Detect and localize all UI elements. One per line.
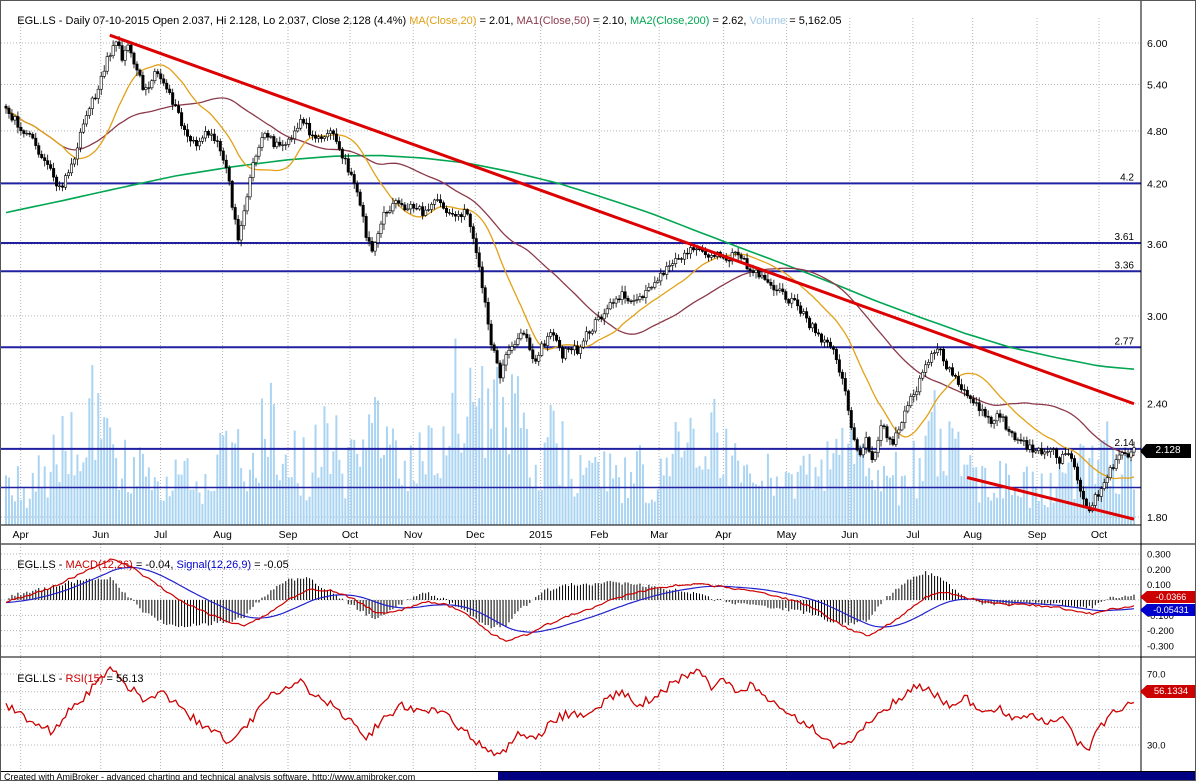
svg-text:Aug: Aug	[963, 529, 982, 541]
svg-text:May: May	[777, 529, 798, 541]
signal-value-badge: -0.05431	[1140, 604, 1195, 616]
svg-text:4.80: 4.80	[1147, 126, 1168, 138]
svg-text:3.61: 3.61	[1115, 232, 1135, 243]
signal-line	[5, 566, 1135, 633]
svg-text:Oct: Oct	[1091, 529, 1107, 541]
footer-credit-text: Created with AmiBroker - advanced charti…	[4, 772, 416, 781]
rsi-pane-header: EGL.LS - RSI(15) = 56.13	[5, 661, 144, 697]
ma200-legend-label: MA2(Close,200)	[629, 15, 710, 27]
rsi-value-badge: 56.1334	[1140, 685, 1195, 698]
svg-text:0.100: 0.100	[1147, 580, 1171, 591]
svg-text:Mar: Mar	[650, 529, 669, 541]
macd-legend-label: MACD(12,26)	[65, 559, 133, 571]
footer-bar	[498, 772, 1195, 780]
svg-text:1.80: 1.80	[1147, 512, 1168, 524]
svg-text:Dec: Dec	[466, 529, 485, 541]
price-pane-header: EGL.LS - Daily 07-10-2015 Open 2.037, Hi…	[5, 3, 842, 39]
last-price-badge: 2.128	[1140, 444, 1191, 458]
svg-text:70.0: 70.0	[1147, 670, 1166, 681]
date-axis[interactable]: Apr Jun Jul Aug Sep Oct Nov Dec 2015 Feb Mar Apr May…	[12, 529, 1107, 541]
svg-text:Jul: Jul	[906, 529, 919, 541]
ma50-legend-value: = 2.10,	[589, 15, 630, 27]
svg-text:5.40: 5.40	[1147, 79, 1168, 91]
svg-text:2.77: 2.77	[1115, 336, 1135, 347]
macd-line	[5, 558, 1135, 642]
price-header-ohlc: EGL.LS - Daily 07-10-2015 Open 2.037, Hi…	[17, 15, 410, 27]
svg-text:Apr: Apr	[12, 529, 29, 541]
svg-text:3.60: 3.60	[1147, 239, 1168, 251]
candles-layer	[4, 36, 1136, 513]
macd-pane[interactable]: 0.300 0.200 0.100 -0.100 -0.200 -0.300	[1, 544, 1174, 657]
volume-layer	[5, 338, 1135, 525]
ma200-legend-value: = 2.62,	[709, 15, 750, 27]
ma-layer	[5, 64, 1135, 480]
svg-text:-0.300: -0.300	[1147, 641, 1174, 652]
svg-text:4.20: 4.20	[1147, 178, 1168, 190]
svg-text:2.40: 2.40	[1147, 399, 1168, 411]
downtrend-line	[966, 476, 1135, 521]
trendlines[interactable]	[109, 33, 1135, 521]
macd-header-symbol: EGL.LS -	[17, 559, 66, 571]
svg-text:4.2: 4.2	[1120, 172, 1134, 183]
svg-text:6.00: 6.00	[1147, 38, 1168, 50]
pane-separators	[1, 543, 1195, 658]
svg-text:30.0: 30.0	[1147, 741, 1166, 752]
svg-text:-0.100: -0.100	[1147, 611, 1174, 622]
price-axis[interactable]: 6.00 5.40 4.80 4.20 3.60 3.00 2.40 1.80	[1, 1, 1168, 771]
svg-text:2.14: 2.14	[1115, 438, 1135, 449]
ma50-line	[5, 97, 1135, 457]
macd-value-badge: -0.0366	[1140, 591, 1195, 603]
volume-legend-label: Volume	[749, 15, 787, 27]
ma20-legend-label: MA(Close,20)	[409, 15, 477, 27]
svg-text:0.200: 0.200	[1147, 565, 1171, 576]
svg-text:Sep: Sep	[1028, 529, 1047, 541]
svg-text:Apr: Apr	[715, 529, 732, 541]
ma20-legend-value: = 2.01,	[476, 15, 517, 27]
footer: Created with AmiBroker - advanced charti…	[1, 771, 1195, 781]
svg-text:3.36: 3.36	[1115, 260, 1135, 271]
ma200-line	[5, 154, 1135, 371]
rsi-header-symbol: EGL.LS -	[17, 673, 66, 685]
support-resistance-lines	[1, 182, 1141, 489]
svg-text:Aug: Aug	[213, 529, 232, 541]
macd-pane-header: EGL.LS - MACD(12,26) = -0.04, Signal(12,…	[5, 547, 289, 583]
svg-text:Nov: Nov	[404, 529, 423, 541]
svg-text:Oct: Oct	[342, 529, 358, 541]
svg-text:3.00: 3.00	[1147, 311, 1168, 323]
svg-text:Feb: Feb	[590, 529, 608, 541]
downtrend-line	[109, 33, 1135, 406]
price-pane[interactable]: 4.2 3.61 3.36 2.77 2.14	[1, 1, 1141, 544]
macd-legend-value: = -0.04,	[132, 559, 177, 571]
rsi-legend-value: = 56.13	[103, 673, 144, 685]
signal-legend-value: = -0.05	[251, 559, 289, 571]
svg-text:Jul: Jul	[154, 529, 167, 541]
volume-legend-value: = 5,162.05	[786, 15, 842, 27]
svg-text:Sep: Sep	[279, 529, 298, 541]
svg-text:2015: 2015	[529, 529, 553, 541]
rsi-legend-label: RSI(15)	[65, 673, 104, 685]
svg-text:0.300: 0.300	[1147, 550, 1171, 561]
svg-text:-0.200: -0.200	[1147, 626, 1174, 637]
ma20-line	[5, 64, 1135, 480]
svg-text:Jun: Jun	[841, 529, 858, 541]
level-labels: 4.2 3.61 3.36 2.77 2.14	[1115, 172, 1135, 448]
ma50-legend-label: MA1(Close,50)	[516, 15, 590, 27]
signal-legend-label: Signal(12,26,9)	[176, 559, 252, 571]
svg-text:Jun: Jun	[92, 529, 109, 541]
rsi-line	[5, 665, 1135, 757]
rsi-pane[interactable]: 70.0 30.0	[1, 657, 1166, 771]
